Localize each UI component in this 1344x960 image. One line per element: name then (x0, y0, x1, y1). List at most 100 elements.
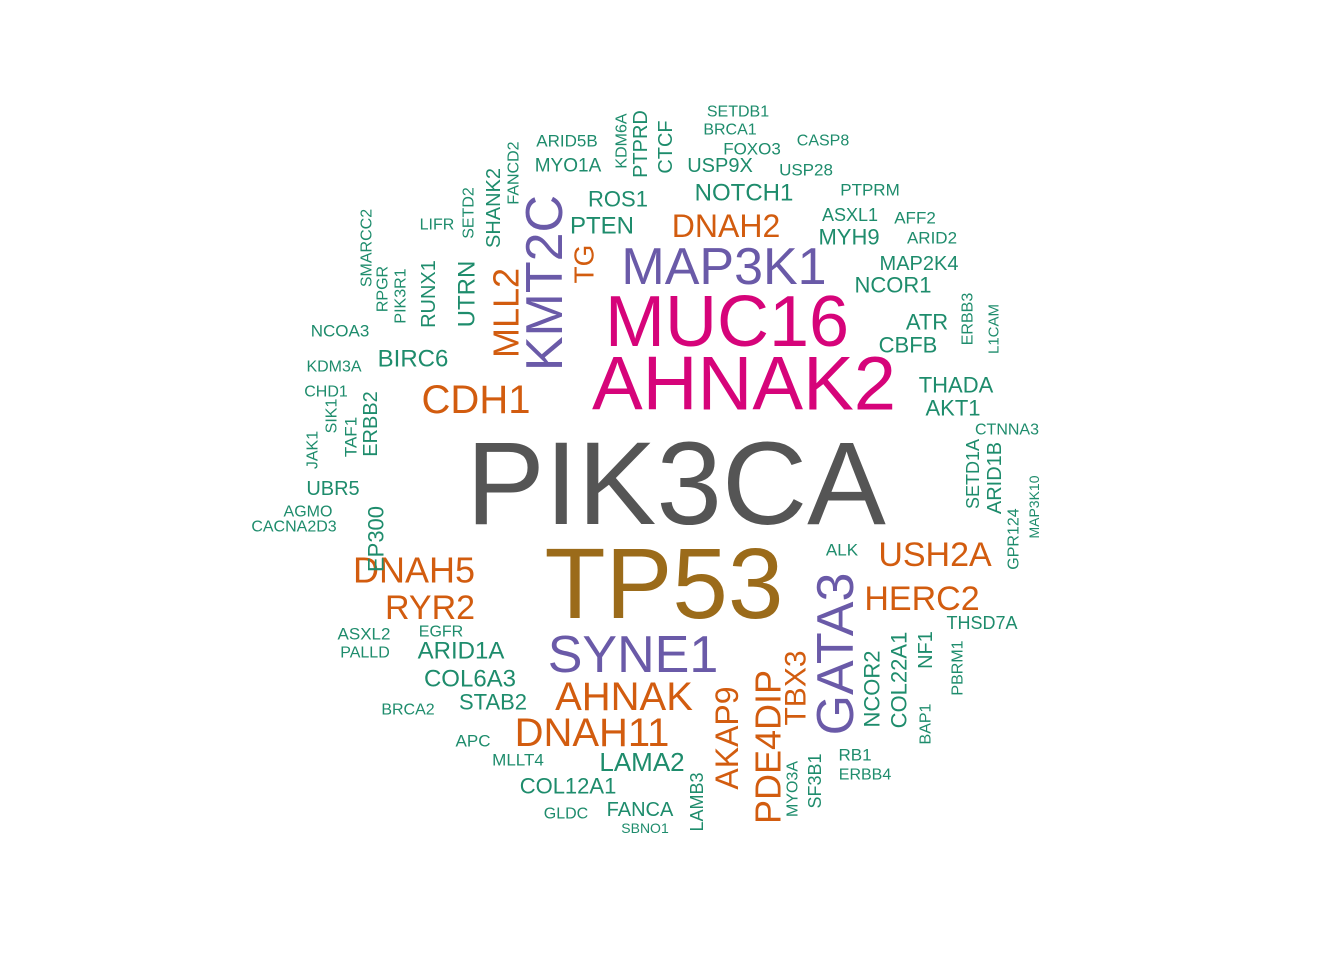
word-gldc: GLDC (544, 806, 588, 823)
word-arid2: ARID2 (907, 229, 957, 248)
word-palld: PALLD (340, 645, 390, 662)
word-fanca: FANCA (607, 799, 674, 821)
word-runx1: RUNX1 (418, 260, 440, 328)
word-arid1a: ARID1A (418, 638, 505, 665)
word-pten: PTEN (570, 213, 634, 240)
word-mll2: MLL2 (486, 268, 527, 358)
word-jak1: JAK1 (305, 431, 322, 469)
word-pik3r1: PIK3R1 (393, 268, 410, 323)
word-ptprm: PTPRM (840, 181, 900, 200)
word-ahnak2: AHNAK2 (592, 342, 896, 427)
word-foxo3: FOXO3 (723, 140, 781, 159)
word-akap9: AKAP9 (709, 686, 745, 789)
word-gpr124: GPR124 (1006, 508, 1023, 569)
word-ubr5: UBR5 (306, 478, 359, 500)
word-casp8: CASP8 (797, 133, 850, 150)
word-muc16: MUC16 (605, 282, 849, 362)
word-asxl1: ASXL1 (822, 205, 878, 225)
word-smarcc2: SMARCC2 (359, 209, 376, 287)
word-kdm6a: KDM6A (614, 113, 631, 168)
word-ep300: EP300 (364, 506, 389, 572)
word-rpgr: RPGR (375, 266, 392, 312)
word-agmo: AGMO (284, 504, 333, 521)
word-ncor2: NCOR2 (860, 650, 885, 727)
word-herc2: HERC2 (864, 580, 979, 618)
word-cacna2d3: CACNA2D3 (251, 519, 336, 536)
word-thsd7a: THSD7A (946, 613, 1017, 633)
word-fancd2: FANCD2 (506, 141, 523, 204)
word-myo3a: MYO3A (785, 761, 802, 817)
word-shank2: SHANK2 (483, 168, 505, 248)
word-dnah11: DNAH11 (515, 711, 670, 755)
word-bap1: BAP1 (918, 703, 935, 744)
word-dnah2: DNAH2 (672, 208, 780, 244)
word-ush2a: USH2A (878, 536, 992, 574)
word-setd2: SETD2 (461, 187, 478, 239)
word-tbx3: TBX3 (780, 650, 813, 725)
word-asxl2: ASXL2 (338, 625, 391, 644)
word-pik3ca: PIK3CA (466, 418, 886, 550)
word-lifr: LIFR (420, 217, 455, 234)
word-ryr2: RYR2 (385, 589, 475, 627)
word-map3k10: MAP3K10 (1026, 475, 1042, 538)
word-erbb2: ERBB2 (360, 391, 382, 457)
word-ncoa3: NCOA3 (311, 322, 370, 341)
word-kmt2c: KMT2C (516, 195, 574, 371)
word-usp28: USP28 (779, 161, 833, 180)
word-setdb1: SETDB1 (707, 104, 769, 121)
word-alk: ALK (826, 541, 859, 560)
word-sf3b1: SF3B1 (805, 753, 825, 808)
word-col22a1: COL22A1 (887, 632, 912, 729)
word-sik1: SIK1 (324, 399, 341, 434)
word-utrn: UTRN (454, 261, 481, 328)
word-chd1: CHD1 (304, 384, 348, 401)
word-taf1: TAF1 (342, 417, 361, 457)
word-syne1: SYNE1 (548, 626, 719, 684)
word-dnah5: DNAH5 (353, 550, 475, 591)
word-rb1: RB1 (838, 746, 871, 765)
word-erbb3: ERBB3 (960, 293, 977, 346)
word-cdh1: CDH1 (422, 378, 531, 422)
word-ptprd: PTPRD (630, 110, 652, 178)
word-akt1: AKT1 (925, 396, 980, 421)
word-col12a1: COL12A1 (520, 774, 617, 799)
word-ctnna3: CTNNA3 (975, 422, 1039, 439)
word-lama2: LAMA2 (599, 747, 684, 777)
word-nf1: NF1 (915, 631, 937, 669)
word-brca1: BRCA1 (703, 122, 756, 139)
word-usp9x: USP9X (687, 155, 753, 177)
word-sbno1: SBNO1 (621, 820, 669, 836)
word-l1cam: L1CAM (986, 304, 1003, 354)
word-egfr: EGFR (419, 624, 463, 641)
word-thada: THADA (919, 373, 994, 398)
word-lamb3: LAMB3 (687, 772, 707, 831)
word-myh9: MYH9 (818, 225, 879, 250)
word-pbrm1: PBRM1 (950, 640, 967, 695)
word-gata3: GATA3 (807, 573, 865, 736)
word-ctcf: CTCF (655, 120, 677, 173)
word-map3k1: MAP3K1 (621, 238, 826, 296)
word-arid5b: ARID5B (536, 132, 597, 151)
word-apc: APC (456, 732, 491, 751)
word-setd1a: SETD1A (963, 439, 983, 509)
word-erbb4: ERBB4 (839, 767, 892, 784)
word-ahnak: AHNAK (555, 675, 693, 719)
word-map2k4: MAP2K4 (880, 253, 959, 275)
word-ncor1: NCOR1 (854, 273, 931, 298)
word-stab2: STAB2 (459, 690, 527, 715)
word-birc6: BIRC6 (378, 346, 449, 373)
word-aff2: AFF2 (894, 209, 936, 228)
word-col6a3: COL6A3 (424, 666, 516, 693)
word-kdm3a: KDM3A (306, 359, 361, 376)
word-tg: TG (569, 245, 600, 284)
word-brca2: BRCA2 (381, 702, 434, 719)
word-myo1a: MYO1A (535, 156, 602, 177)
word-atr: ATR (906, 310, 948, 335)
word-ros1: ROS1 (588, 187, 648, 212)
word-arid1b: ARID1B (984, 442, 1006, 514)
word-mllt4: MLLT4 (492, 751, 544, 770)
word-cbfb: CBFB (879, 333, 938, 358)
word-notch1: NOTCH1 (695, 180, 794, 207)
word-pde4dip: PDE4DIP (748, 670, 789, 824)
